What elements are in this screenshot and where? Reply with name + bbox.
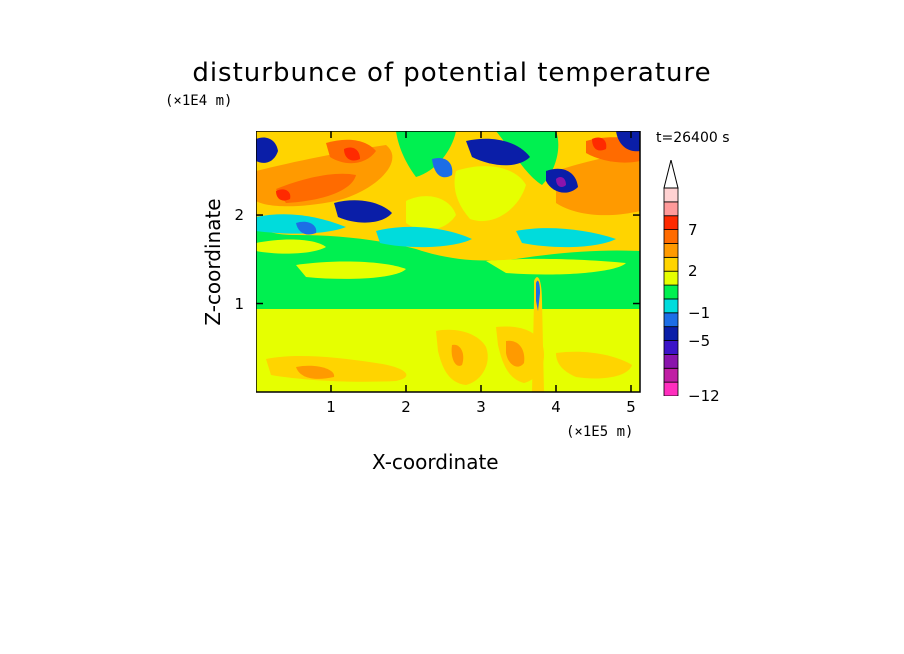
x-scale-note: (×1E5 m) — [566, 424, 634, 440]
y-axis-label: Z-coordinate — [201, 198, 225, 326]
y-tick-label: 1 — [234, 294, 244, 313]
contour-plot — [256, 131, 641, 393]
colorbar-segment — [663, 256, 679, 272]
x-tick-label: 2 — [401, 398, 411, 416]
x-tick-label: 1 — [326, 398, 336, 416]
colorbar-extend-arrow — [663, 160, 679, 189]
time-label: t=26400 s — [656, 130, 730, 146]
x-tick-label: 4 — [551, 398, 561, 416]
colorbar-tick-label: 7 — [688, 220, 698, 239]
colorbar-segment — [663, 201, 679, 217]
colorbar-tick-label: −1 — [688, 303, 711, 322]
colorbar-segment — [663, 215, 679, 231]
colorbar-segment — [663, 326, 679, 341]
colorbar-segment — [663, 367, 679, 383]
x-tick-marks — [330, 131, 632, 392]
colorbar-segment — [663, 312, 679, 328]
colorbar-tick-label: −5 — [688, 331, 711, 350]
plot-frame — [256, 131, 641, 393]
x-tick-label: 5 — [626, 398, 636, 416]
chart-title: disturbunce of potential temperature — [192, 58, 712, 88]
colorbar-segment — [663, 340, 679, 355]
colorbar-segment — [663, 229, 679, 244]
colorbar-segment — [663, 353, 679, 369]
colorbar-segment — [663, 270, 679, 286]
colorbar-segment — [663, 187, 679, 203]
x-tick-label: 3 — [476, 398, 486, 416]
y-scale-note: (×1E4 m) — [165, 93, 233, 109]
colorbar-tick-label: 2 — [688, 262, 698, 281]
y-tick-marks — [256, 214, 640, 305]
x-axis-label: X-coordinate — [372, 450, 499, 474]
colorbar-tick-label: −12 — [688, 387, 720, 405]
colorbar-segment — [663, 284, 679, 300]
y-tick-label: 2 — [234, 206, 244, 225]
contour-fill — [256, 131, 640, 392]
colorbar-segment — [663, 381, 679, 396]
colorbar — [663, 160, 679, 396]
colorbar-segment — [663, 298, 679, 314]
colorbar-segment — [663, 243, 679, 258]
